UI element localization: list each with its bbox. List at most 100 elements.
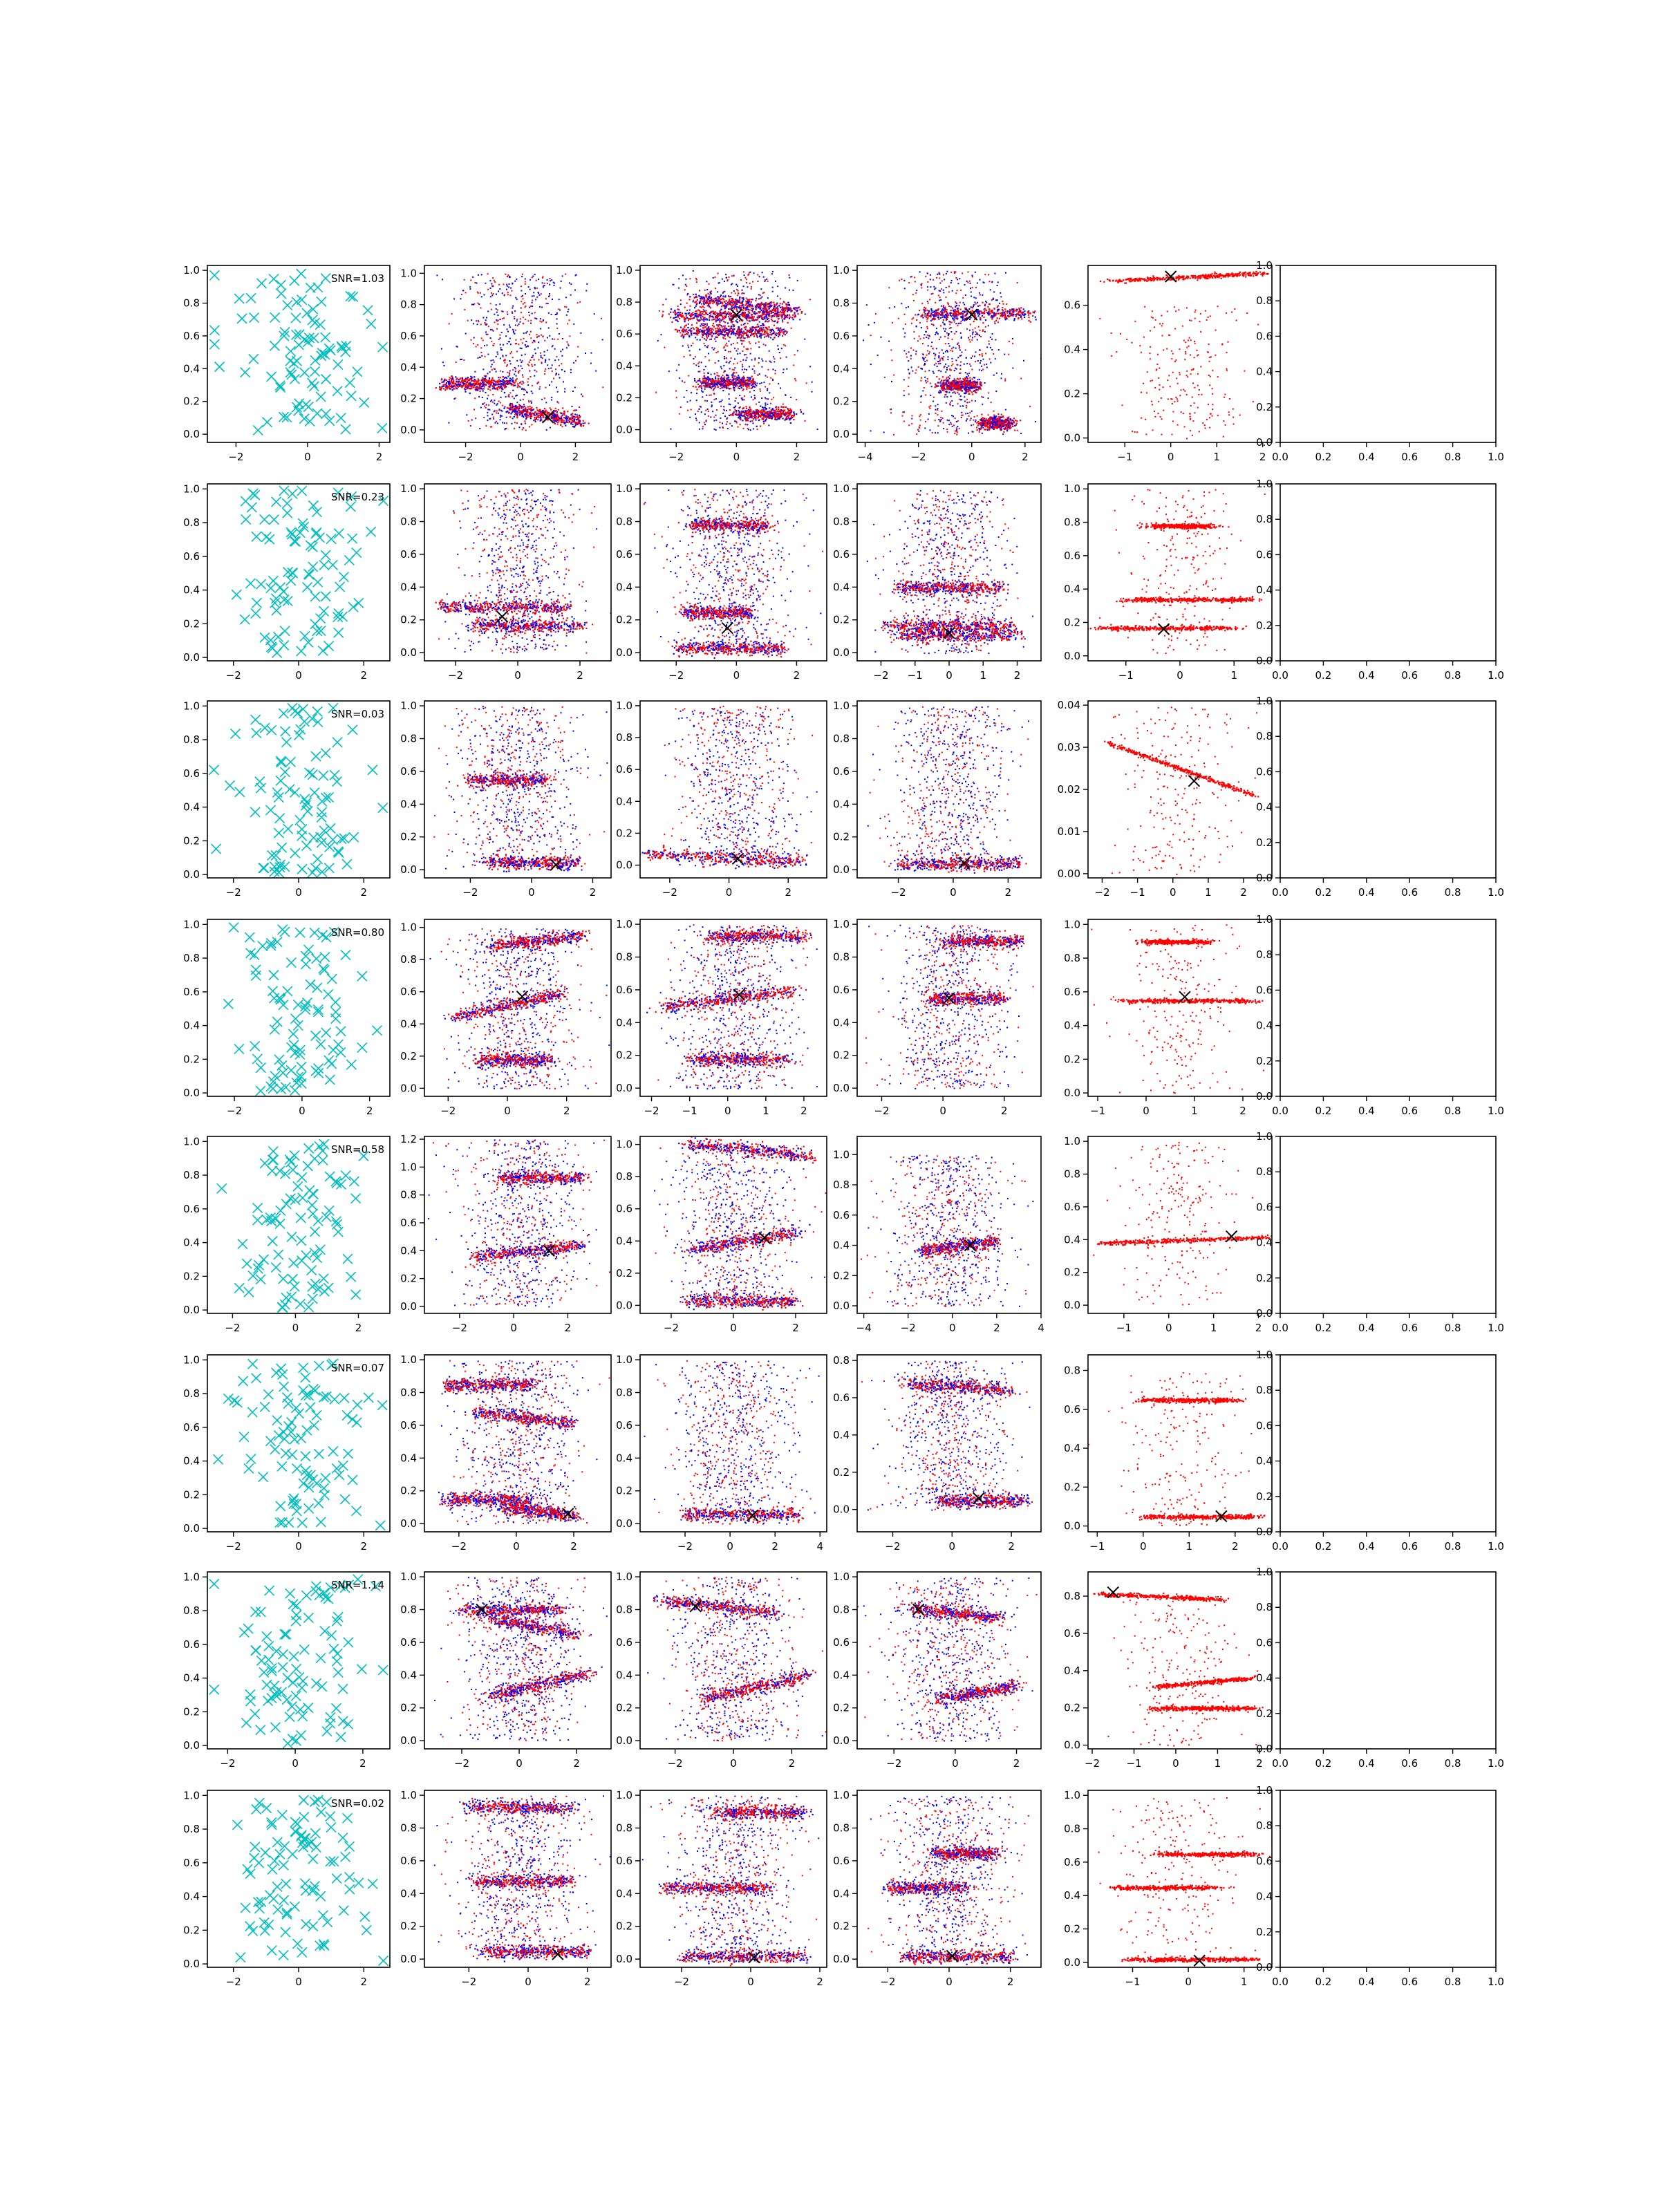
band-point — [715, 330, 718, 332]
band-point — [677, 329, 679, 331]
band-point — [766, 317, 768, 319]
band-point — [765, 303, 767, 305]
scatter-point — [733, 290, 735, 292]
band-point — [756, 425, 758, 427]
band-point — [687, 292, 689, 295]
scatter-point — [528, 361, 530, 363]
band-point — [725, 331, 727, 333]
scatter-point — [747, 424, 749, 426]
scatter-point — [495, 308, 497, 310]
band-point — [761, 315, 763, 317]
band-point — [568, 419, 571, 421]
scatter-point — [658, 310, 660, 312]
band-point — [709, 332, 712, 334]
band-point — [730, 321, 733, 324]
scatter-point — [532, 355, 534, 357]
band-point — [748, 330, 750, 332]
band-point — [704, 379, 706, 382]
scatter-point — [679, 332, 682, 334]
band-point — [538, 416, 540, 418]
scatter-point — [986, 363, 988, 365]
scatter-point — [742, 366, 744, 368]
band-point — [760, 327, 762, 329]
band-point — [738, 413, 740, 415]
band-point — [529, 415, 532, 417]
scatter-point — [796, 350, 798, 352]
band-point — [769, 415, 771, 417]
band-point — [784, 419, 786, 421]
scatter-point — [530, 391, 532, 393]
scatter-point — [507, 364, 508, 366]
scatter-point — [696, 339, 698, 341]
band-point — [721, 328, 723, 330]
scatter-point — [512, 330, 514, 332]
band-point — [762, 333, 765, 335]
band-point — [788, 303, 791, 306]
band-point — [734, 303, 736, 305]
scatter-point — [533, 295, 535, 297]
band-point — [713, 298, 715, 300]
band-point — [695, 296, 697, 298]
band-point — [735, 320, 737, 322]
band-point — [717, 382, 719, 385]
cross-point — [248, 353, 259, 364]
scatter-point — [945, 350, 947, 353]
scatter-point — [786, 368, 788, 370]
scatter-point — [686, 310, 688, 311]
band-point — [707, 335, 709, 337]
band-point — [713, 322, 715, 325]
scatter-point — [521, 360, 523, 362]
band-point — [724, 329, 727, 331]
band-point — [735, 308, 738, 310]
scatter-point — [737, 348, 739, 350]
scatter-point — [565, 306, 568, 308]
band-point — [706, 382, 709, 384]
scatter-point — [788, 274, 790, 276]
scatter-point — [521, 429, 523, 431]
band-point — [778, 318, 780, 320]
cross-point — [275, 279, 286, 290]
band-point — [500, 388, 503, 390]
band-point — [764, 308, 766, 310]
scatter-point — [929, 429, 931, 431]
scatter-point — [505, 428, 507, 429]
band-point — [542, 414, 544, 416]
scatter-point — [722, 426, 724, 428]
band-point — [576, 422, 578, 424]
scatter-point — [542, 286, 544, 288]
band-point — [572, 420, 574, 422]
scatter-point — [922, 343, 924, 344]
band-point — [742, 300, 744, 302]
band-point — [793, 411, 795, 413]
scatter-point — [947, 356, 949, 358]
band-point — [751, 328, 753, 330]
scatter-point — [494, 410, 496, 412]
scatter-point — [514, 373, 516, 375]
band-point — [764, 312, 766, 315]
band-point — [703, 314, 705, 316]
cross-point — [362, 305, 373, 316]
scatter-point — [742, 364, 743, 366]
band-point — [758, 326, 760, 328]
band-point — [762, 418, 765, 421]
scatter-point — [796, 280, 798, 281]
band-point — [785, 332, 787, 334]
scatter-point — [491, 294, 494, 297]
band-point — [540, 414, 542, 416]
scatter-point — [744, 276, 747, 279]
scatter-point — [689, 400, 691, 402]
band-point — [674, 310, 676, 312]
band-point — [518, 409, 520, 411]
scatter-point — [756, 382, 758, 384]
band-point — [731, 315, 733, 317]
band-point — [439, 382, 441, 384]
scatter-point — [505, 365, 507, 367]
band-point — [769, 333, 771, 335]
scatter-point — [686, 390, 688, 391]
scatter-point — [980, 359, 982, 362]
scatter-point — [516, 394, 518, 396]
scatter-point — [531, 364, 533, 366]
band-point — [504, 381, 506, 383]
scatter-point — [917, 366, 919, 368]
band-point — [705, 294, 707, 296]
